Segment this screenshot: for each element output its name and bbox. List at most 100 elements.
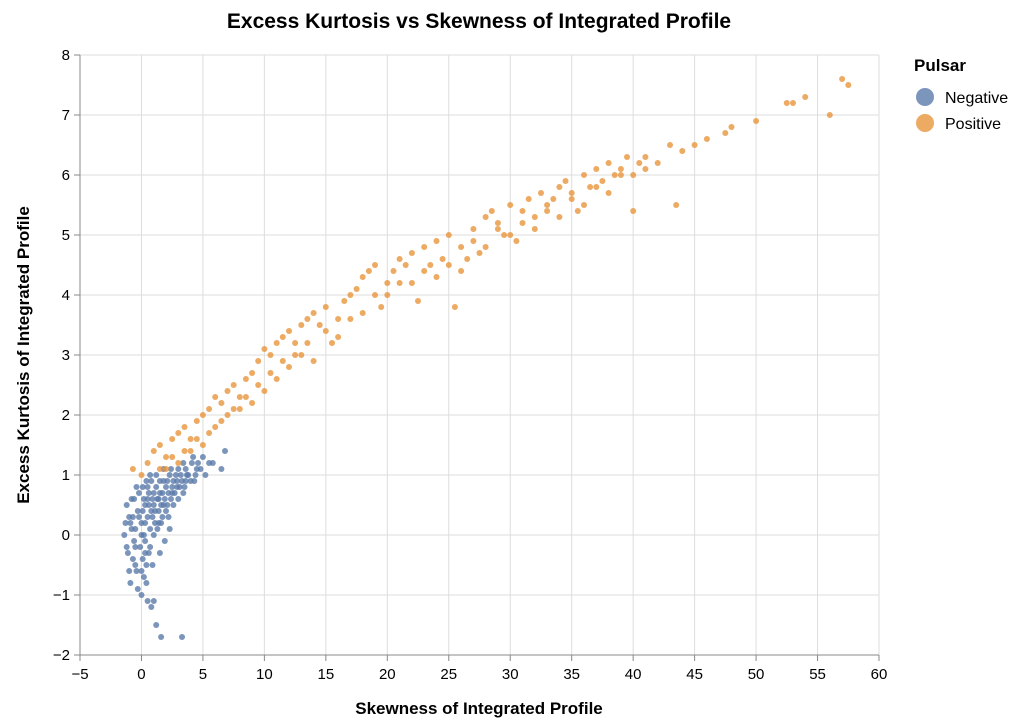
y-tick-label: 1 (62, 467, 70, 484)
data-point-negative (158, 520, 165, 526)
data-point-positive (531, 226, 538, 232)
x-tick-label: 50 (748, 666, 765, 683)
data-point-positive (415, 298, 421, 304)
data-point-negative (163, 484, 169, 490)
data-point-positive (630, 172, 637, 178)
data-point-positive (236, 394, 243, 400)
data-point-positive (396, 256, 403, 262)
data-point-positive (458, 268, 465, 274)
data-point-negative (168, 466, 174, 472)
data-point-negative (153, 484, 160, 490)
data-point-positive (224, 412, 231, 418)
data-point-positive (691, 142, 698, 148)
data-point-negative (139, 484, 146, 490)
data-point-positive (433, 274, 440, 280)
x-tick-label: 60 (871, 666, 888, 683)
data-point-positive (617, 172, 624, 178)
data-point-negative (121, 532, 128, 538)
data-point-positive (156, 466, 163, 472)
data-point-negative (144, 484, 151, 490)
data-point-positive (304, 316, 311, 322)
legend-label-negative: Negative (945, 90, 1008, 107)
data-point-positive (562, 178, 569, 184)
x-axis-title: Skewness of Integrated Profile (355, 699, 603, 718)
data-point-negative (143, 478, 150, 484)
data-point-negative (148, 604, 155, 610)
data-point-negative (153, 472, 160, 478)
data-point-positive (458, 244, 465, 250)
data-point-positive (722, 130, 729, 136)
data-point-positive (347, 292, 354, 298)
data-point-negative (145, 490, 152, 496)
data-point-positive (199, 412, 206, 418)
data-point-positive (587, 184, 594, 190)
data-point-negative (181, 484, 188, 490)
data-point-positive (230, 382, 237, 388)
data-point-negative (192, 472, 199, 478)
data-point-positive (322, 304, 329, 310)
data-point-negative (142, 550, 149, 556)
x-tick-label: 40 (625, 666, 642, 683)
data-point-negative (161, 538, 168, 544)
data-point-positive (574, 208, 581, 214)
data-point-positive (538, 190, 544, 196)
data-point-negative (133, 484, 140, 490)
x-tick-label: 0 (137, 666, 145, 683)
data-point-positive (279, 358, 286, 364)
data-point-positive (556, 214, 563, 220)
data-point-positive (347, 316, 354, 322)
data-point-negative (136, 490, 142, 496)
y-tick-label: −2 (53, 647, 70, 664)
data-point-negative (142, 538, 149, 544)
data-point-positive (212, 424, 219, 430)
y-tick-label: 3 (62, 347, 70, 364)
data-point-negative (144, 496, 151, 502)
x-tick-label: 55 (809, 666, 826, 683)
data-point-positive (605, 190, 612, 196)
data-point-positive (476, 250, 483, 256)
data-point-positive (310, 358, 317, 364)
data-point-positive (470, 226, 477, 232)
data-point-negative (166, 526, 173, 532)
y-tick-label: 0 (62, 527, 70, 544)
data-point-negative (137, 544, 144, 550)
data-point-positive (267, 352, 274, 358)
data-point-positive (206, 406, 213, 412)
data-point-negative (199, 454, 206, 460)
data-point-negative (180, 460, 187, 466)
data-point-positive (169, 436, 176, 442)
x-tick-label: 15 (318, 666, 335, 683)
data-point-positive (525, 196, 532, 202)
data-point-positive (322, 328, 329, 334)
data-point-negative (127, 580, 134, 586)
data-point-negative (193, 466, 200, 472)
data-point-negative (132, 544, 139, 550)
data-point-positive (488, 208, 495, 214)
data-point-negative (188, 460, 195, 466)
data-point-positive (507, 202, 514, 208)
data-point-positive (230, 406, 237, 412)
data-point-negative (131, 538, 138, 544)
data-point-positive (568, 196, 575, 202)
data-point-positive (494, 220, 501, 226)
data-point-positive (206, 430, 213, 436)
data-point-negative (147, 544, 154, 550)
data-point-positive (408, 280, 415, 286)
data-point-positive (163, 466, 169, 472)
data-point-negative (149, 514, 156, 520)
data-point-negative (136, 514, 142, 520)
data-point-negative (152, 520, 158, 526)
data-point-positive (390, 268, 397, 274)
data-point-negative (156, 490, 163, 496)
data-point-negative (166, 472, 173, 478)
data-point-positive (187, 436, 194, 442)
data-point-positive (335, 334, 342, 340)
data-point-positive (581, 202, 587, 208)
data-point-negative (128, 496, 135, 502)
data-point-positive (224, 388, 231, 394)
x-tick-label: 45 (686, 666, 703, 683)
x-tick-label: 30 (502, 666, 519, 683)
data-point-negative (134, 508, 141, 514)
data-point-positive (378, 304, 385, 310)
